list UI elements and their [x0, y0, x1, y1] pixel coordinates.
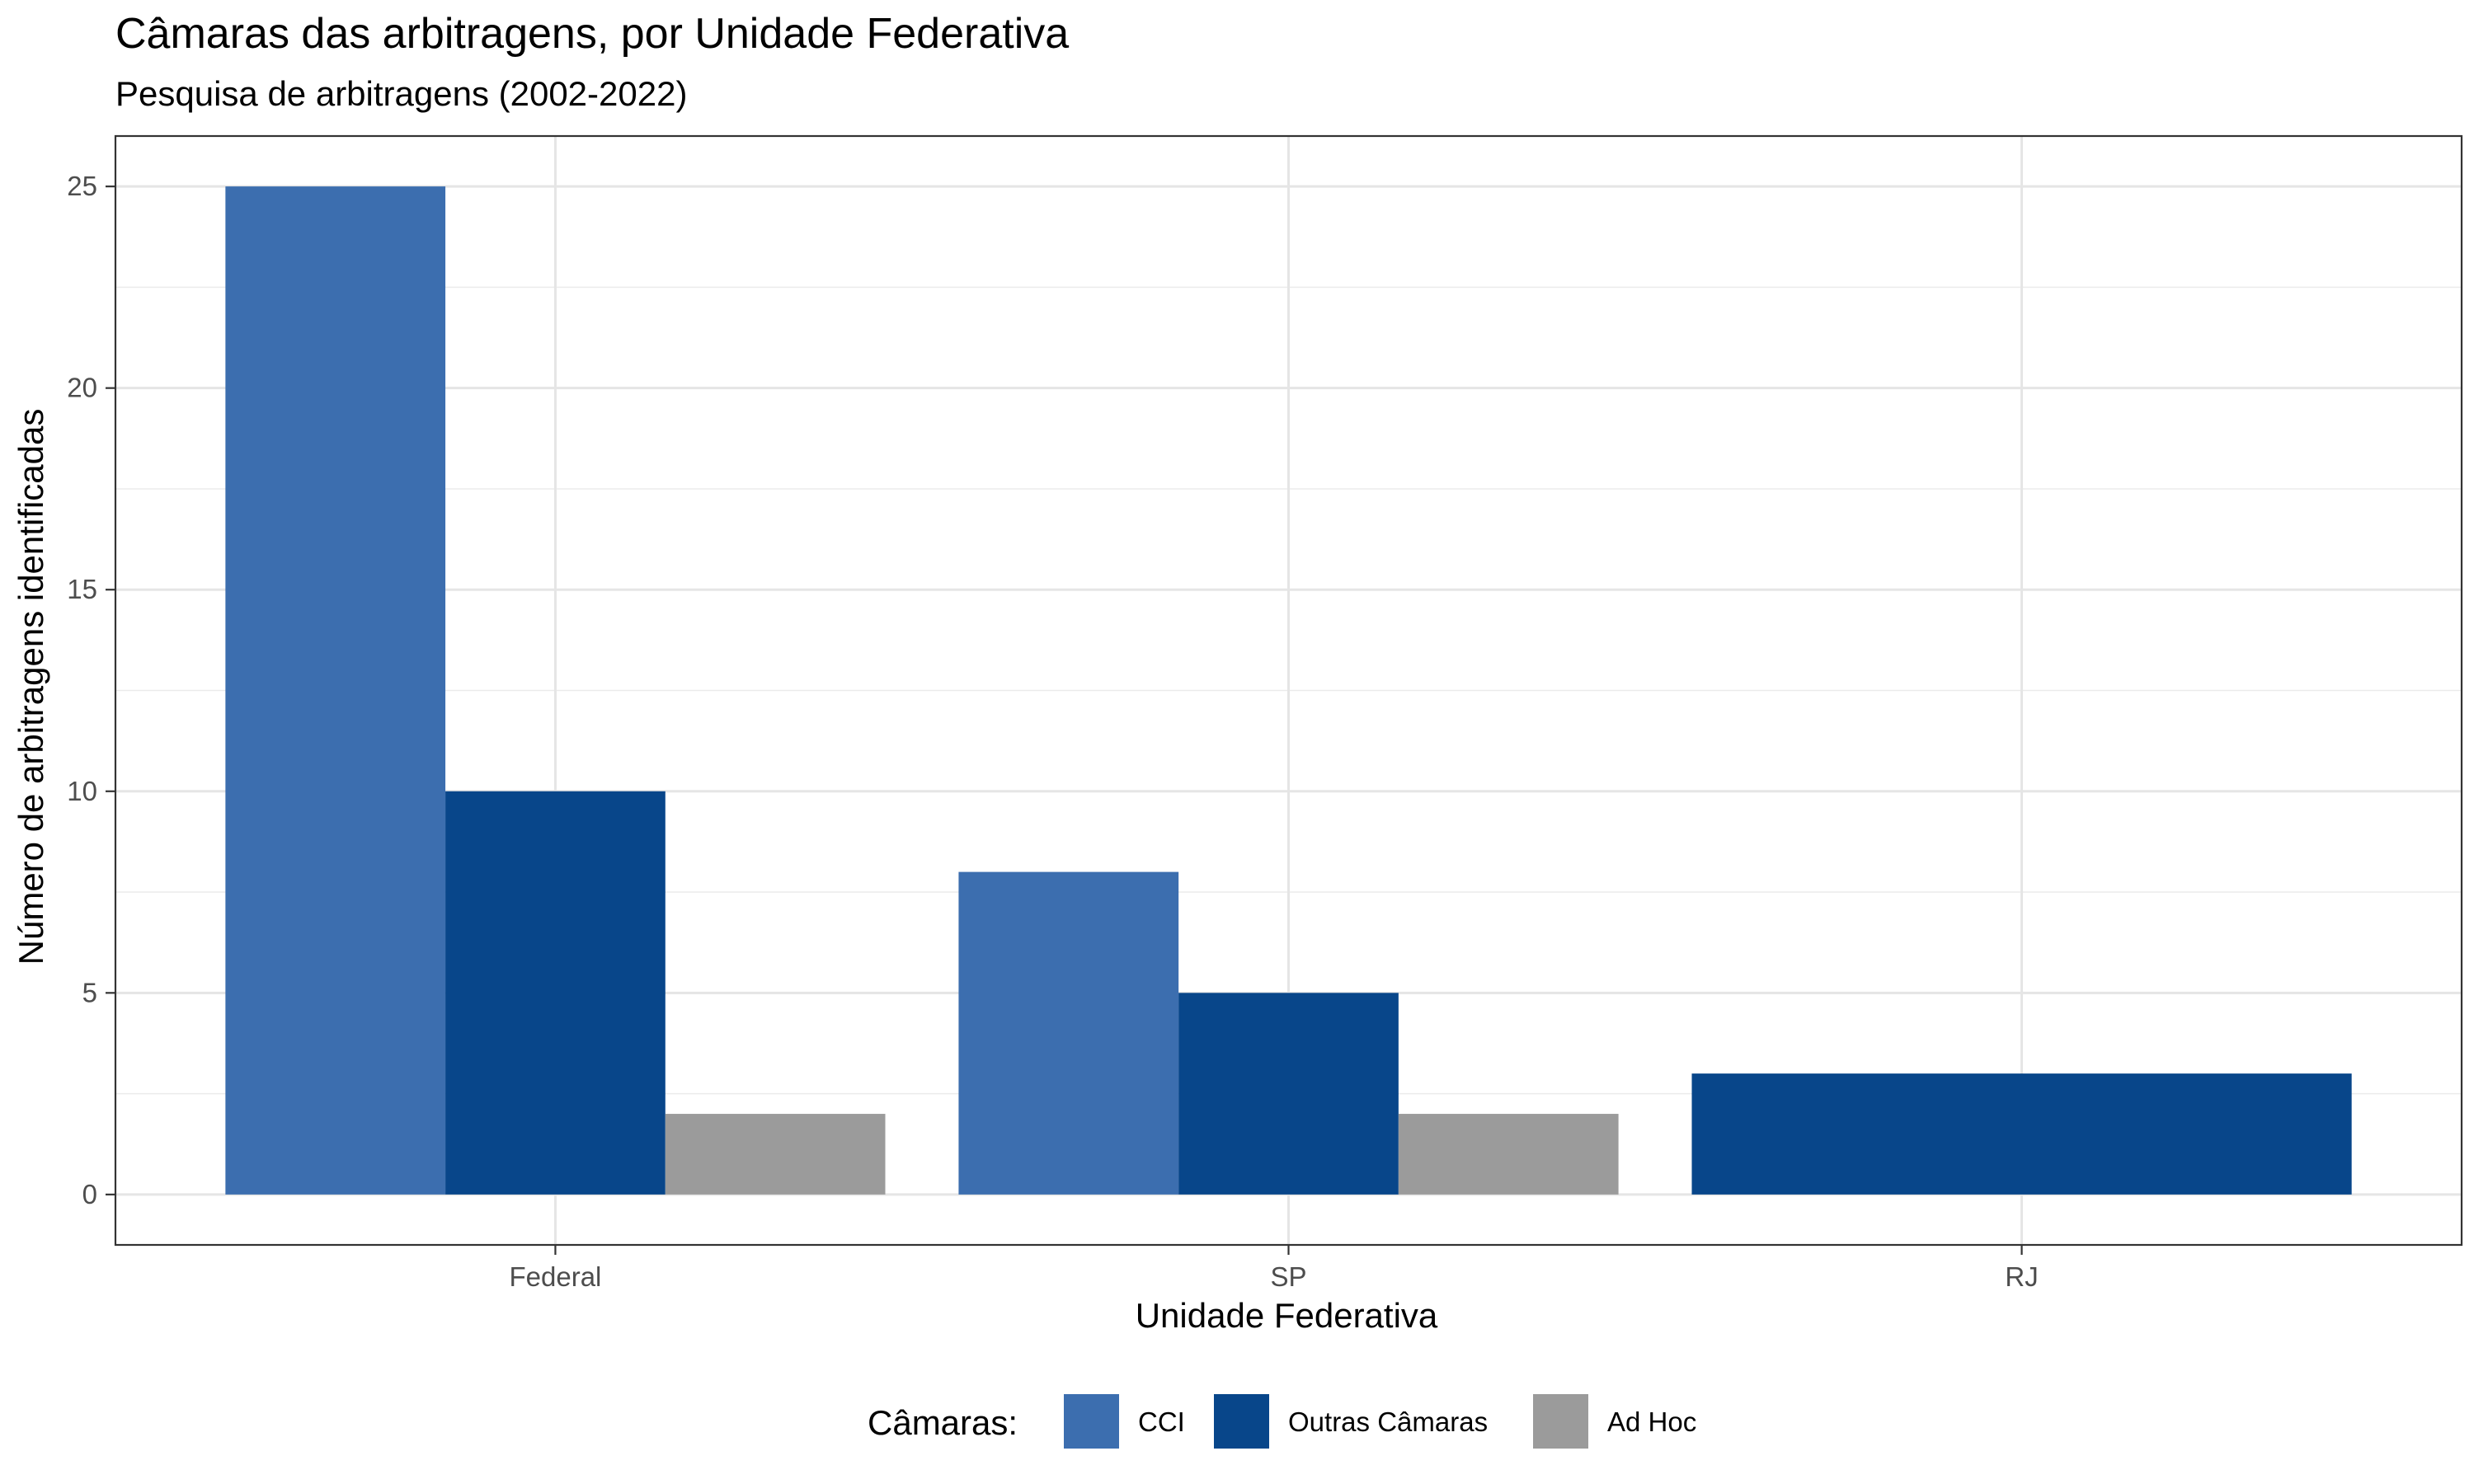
legend-title: Câmaras: [868, 1403, 1018, 1442]
bar-ad-hoc-sp [1398, 1114, 1619, 1195]
legend: Câmaras: CCI Outras Câmaras Ad Hoc [868, 1394, 1696, 1449]
legend-label: CCI [1138, 1407, 1185, 1437]
legend-label: Ad Hoc [1607, 1407, 1696, 1437]
x-tick-label: SP [1270, 1261, 1306, 1292]
x-axis-title: Unidade Federativa [1136, 1296, 1438, 1335]
bar-cci-sp [958, 871, 1179, 1195]
bar-outras-c-maras-sp [1178, 993, 1399, 1195]
bar-outras-c-maras-rj [1691, 1073, 2352, 1195]
y-tick-label: 10 [67, 776, 97, 806]
legend-label: Outras Câmaras [1288, 1407, 1488, 1437]
bar-cci-federal [225, 186, 446, 1195]
chart-title: Câmaras das arbitragens, por Unidade Fed… [115, 10, 1069, 58]
legend-key [1214, 1394, 1269, 1449]
y-tick-label: 20 [67, 373, 97, 403]
chart-subtitle: Pesquisa de arbitragens (2002-2022) [115, 74, 687, 113]
y-tick-label: 25 [67, 171, 97, 201]
plot-area: 0 5 10 15 20 25 Federal SP RJ [67, 134, 2463, 1292]
legend-key [1533, 1394, 1588, 1449]
y-tick-label: 0 [82, 1179, 97, 1209]
legend-key [1064, 1394, 1119, 1449]
x-tick-label: RJ [2005, 1261, 2038, 1292]
y-tick-label: 5 [82, 977, 97, 1007]
y-axis-title: Número de arbitragens identificadas [12, 409, 50, 965]
bar-outras-c-maras-federal [445, 791, 666, 1195]
y-tick-label: 15 [67, 574, 97, 604]
bar-ad-hoc-federal [665, 1114, 886, 1195]
x-tick-label: Federal [509, 1261, 601, 1292]
